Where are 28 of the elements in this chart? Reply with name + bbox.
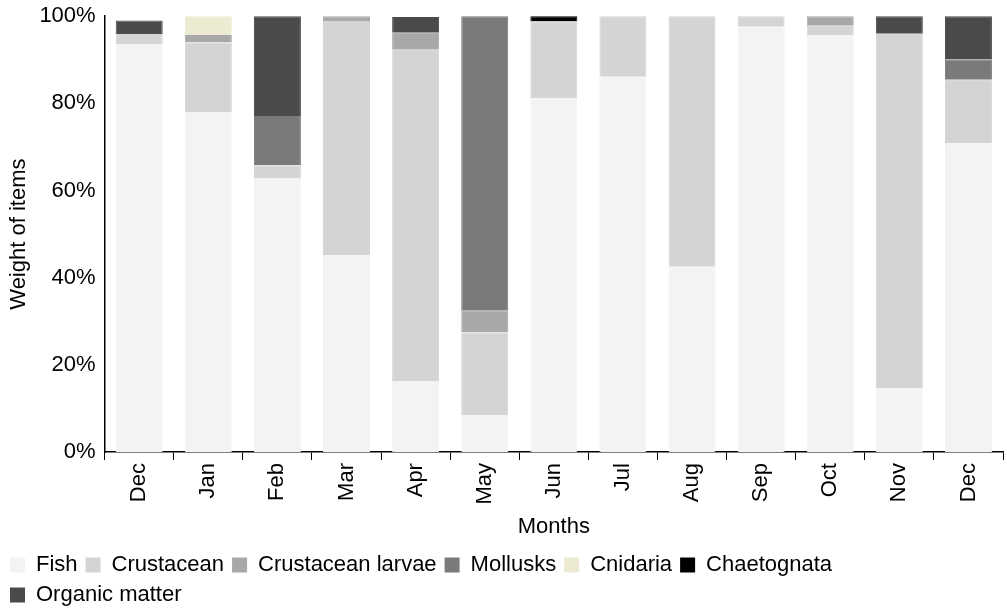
y-axis-title: Weight of items: [5, 158, 31, 310]
y-tick-label: 20%: [51, 350, 96, 376]
x-tick-label: Aug: [678, 463, 704, 503]
x-tick-label: Feb: [263, 463, 289, 501]
x-tick-label: Mar: [332, 463, 358, 501]
legend-label: Crustacean larvae: [258, 551, 437, 577]
legend-label: Mollusks: [470, 551, 557, 577]
y-tick-label: 0%: [63, 438, 96, 464]
x-tick-label: Sep: [747, 463, 773, 503]
legend-label: Chaetognata: [706, 551, 833, 577]
x-tick-label: Dec: [954, 463, 980, 503]
legend-label: Organic matter: [36, 581, 182, 607]
x-tick-label: Jun: [539, 463, 565, 499]
x-axis-title: Months: [517, 512, 590, 538]
y-tick-label: 100%: [39, 2, 96, 28]
y-tick-label: 80%: [51, 89, 96, 115]
legend-label: Fish: [36, 551, 78, 577]
y-tick-label: 60%: [51, 176, 96, 202]
x-tick-label: May: [470, 463, 496, 505]
legend-label: Cnidaria: [590, 551, 673, 577]
x-tick-label: Apr: [401, 463, 427, 498]
x-tick-label: Nov: [885, 463, 911, 503]
x-tick-label: Jan: [194, 463, 220, 499]
legend-label: Crustacean: [111, 551, 225, 577]
x-tick-label: Oct: [816, 463, 842, 498]
y-tick-label: 40%: [51, 263, 96, 289]
x-tick-label: Dec: [125, 463, 151, 503]
x-tick-label: Jul: [609, 463, 634, 492]
